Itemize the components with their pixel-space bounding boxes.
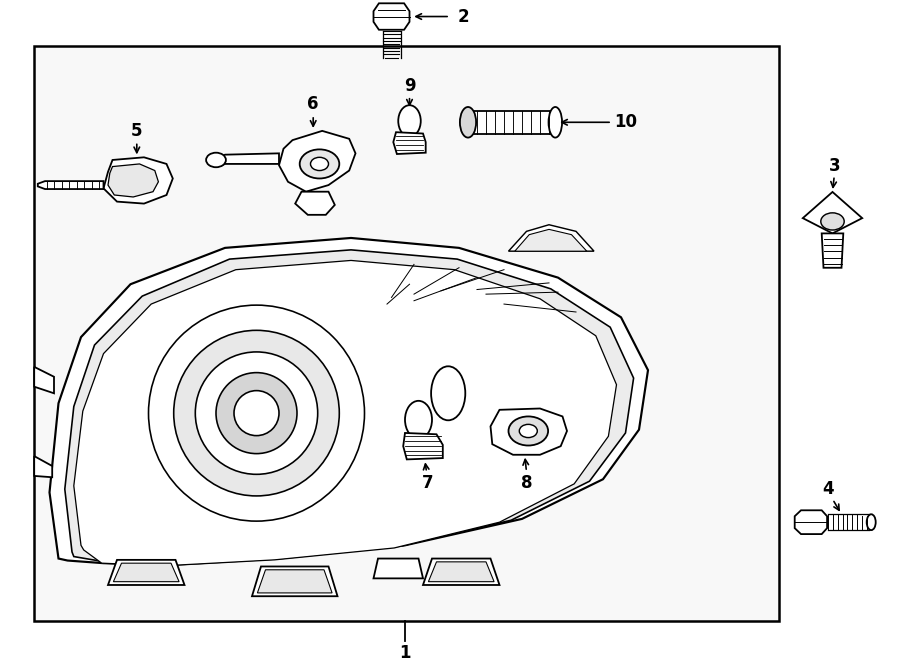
Polygon shape (108, 560, 184, 585)
Text: 4: 4 (823, 480, 833, 498)
Circle shape (508, 416, 548, 446)
Circle shape (821, 213, 844, 230)
Ellipse shape (431, 366, 465, 420)
Polygon shape (468, 111, 555, 134)
Polygon shape (50, 238, 648, 565)
Circle shape (206, 153, 226, 167)
Ellipse shape (148, 305, 364, 521)
Ellipse shape (174, 330, 339, 496)
Text: 2: 2 (458, 7, 469, 26)
Polygon shape (515, 229, 587, 251)
Ellipse shape (195, 352, 318, 475)
Ellipse shape (216, 373, 297, 453)
Polygon shape (423, 559, 500, 585)
Polygon shape (65, 250, 634, 564)
Polygon shape (74, 260, 616, 566)
Polygon shape (113, 563, 179, 582)
Ellipse shape (405, 401, 432, 439)
Text: 6: 6 (308, 95, 319, 114)
Bar (34, 46, 778, 621)
Polygon shape (252, 566, 338, 596)
Polygon shape (403, 433, 443, 459)
Polygon shape (38, 181, 104, 189)
Circle shape (310, 157, 328, 171)
Polygon shape (216, 153, 279, 165)
Text: 3: 3 (829, 157, 840, 175)
Polygon shape (822, 233, 843, 268)
Polygon shape (295, 192, 335, 215)
Ellipse shape (867, 514, 876, 530)
Polygon shape (374, 3, 410, 30)
Ellipse shape (548, 107, 562, 137)
Polygon shape (428, 562, 494, 582)
Circle shape (300, 149, 339, 178)
Polygon shape (393, 132, 426, 154)
Polygon shape (257, 570, 332, 593)
Ellipse shape (460, 107, 476, 137)
Text: 10: 10 (614, 113, 637, 132)
Text: 9: 9 (404, 77, 415, 95)
Polygon shape (374, 559, 423, 578)
Ellipse shape (398, 105, 421, 137)
Polygon shape (279, 131, 356, 192)
Polygon shape (108, 164, 158, 197)
Polygon shape (34, 456, 52, 477)
Polygon shape (491, 408, 567, 455)
Polygon shape (795, 510, 827, 534)
Polygon shape (508, 225, 594, 251)
Polygon shape (34, 367, 54, 393)
Circle shape (519, 424, 537, 438)
Text: 8: 8 (521, 473, 532, 492)
Text: 7: 7 (422, 473, 433, 492)
Text: 1: 1 (400, 644, 410, 661)
Ellipse shape (234, 391, 279, 436)
Text: 5: 5 (131, 122, 142, 140)
Polygon shape (104, 157, 173, 204)
Polygon shape (803, 192, 862, 233)
